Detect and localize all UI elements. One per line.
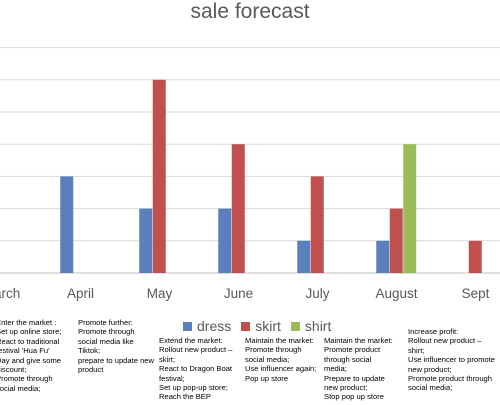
legend-item-dress: dress — [183, 318, 231, 334]
note-march: Enter the market : Set up online store; … — [0, 318, 62, 393]
note-june: Maintain the market: Promote through soc… — [245, 336, 317, 383]
bar-skirt-sept — [468, 240, 482, 273]
x-tick-label: August — [375, 286, 417, 301]
legend: dress skirt shirt — [183, 318, 341, 334]
bar-skirt-august — [389, 208, 403, 273]
x-tick-label: March — [0, 286, 20, 301]
bar-chart: March April May June July August Sept — [0, 47, 500, 301]
bar-dress-july — [297, 240, 311, 273]
legend-label-shirt: shirt — [304, 318, 332, 334]
legend-swatch-skirt — [241, 321, 251, 331]
bar-dress-june — [218, 208, 232, 273]
bar-dress-august — [376, 240, 390, 273]
legend-swatch-dress — [183, 321, 192, 331]
bar-skirt-may — [152, 79, 166, 273]
note-april: Promote further: Promote through social … — [78, 318, 154, 375]
bar-skirt-july — [310, 176, 324, 273]
note-may: Extend the market: Rollout new product –… — [159, 336, 233, 402]
bar-shirt-august — [403, 144, 417, 273]
legend-label-skirt: skirt — [255, 318, 281, 334]
x-tick-label: June — [224, 286, 253, 301]
legend-item-skirt: skirt — [241, 318, 281, 334]
x-tick-label: Sept — [462, 286, 490, 301]
legend-swatch-shirt — [290, 321, 300, 331]
bar-dress-may — [139, 208, 153, 273]
legend-item-shirt: shirt — [290, 318, 332, 334]
note-august: Increase profit: Rollout new product – s… — [408, 327, 495, 393]
x-tick-label: May — [147, 286, 173, 301]
bar-dress-april — [60, 176, 74, 273]
x-tick-label: July — [305, 286, 329, 301]
note-july: Maintain the market: Promote product thr… — [324, 336, 393, 402]
bar-skirt-june — [231, 144, 245, 273]
legend-label-dress: dress — [197, 318, 232, 334]
x-tick-label: April — [67, 286, 94, 301]
chart-title: sale forecast — [190, 0, 310, 23]
